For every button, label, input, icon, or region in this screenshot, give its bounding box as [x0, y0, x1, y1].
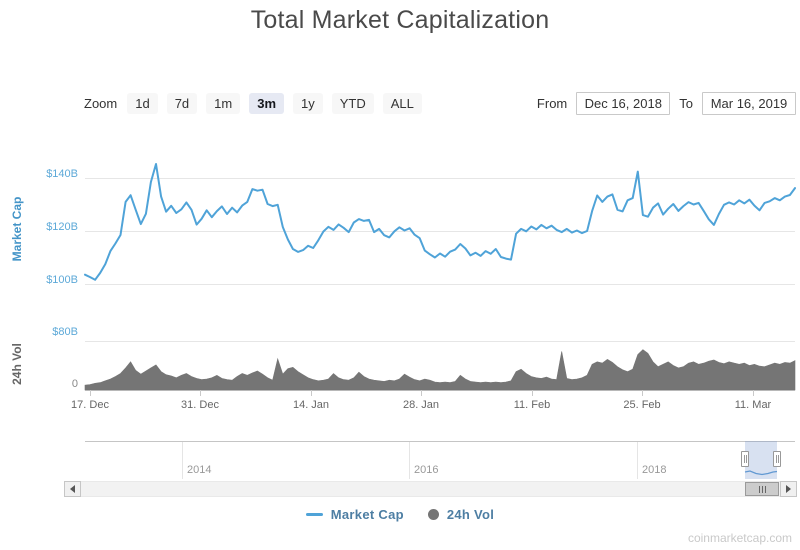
- zoom-button-1y[interactable]: 1y: [293, 93, 323, 114]
- navigator-selected-window[interactable]: [745, 441, 777, 479]
- navigator-year-2018: 2018: [642, 464, 667, 476]
- legend-label-market-cap: Market Cap: [330, 507, 404, 522]
- navigator-handle-left[interactable]: [741, 451, 749, 467]
- gridline-140b: [85, 178, 795, 179]
- y-label-80b: $80B: [52, 326, 78, 338]
- gridline-80b: [85, 341, 795, 342]
- zoom-button-1d[interactable]: 1d: [127, 93, 158, 114]
- x-tick: [90, 390, 91, 396]
- navigator-year-2014: 2014: [187, 464, 212, 476]
- navigator-gridline-2014: [182, 442, 183, 479]
- to-date-input[interactable]: [702, 92, 796, 115]
- x-label-25-feb: 25. Feb: [623, 399, 661, 411]
- zoom-button-7d[interactable]: 7d: [166, 93, 198, 114]
- page-title: Total Market Capitalization: [250, 6, 550, 34]
- legend-item-24h-vol[interactable]: 24h Vol: [427, 507, 495, 522]
- market-cap-line-series: [84, 163, 796, 281]
- x-tick: [200, 390, 201, 396]
- line-marker-icon: [305, 513, 323, 516]
- zoom-label: Zoom: [84, 96, 118, 111]
- x-tick: [421, 390, 422, 396]
- x-label-31-dec: 31. Dec: [181, 399, 219, 411]
- from-date-input[interactable]: [576, 92, 671, 115]
- scrollbar-left-button[interactable]: [64, 481, 81, 497]
- zoom-button-3m[interactable]: 3m: [249, 93, 285, 114]
- circle-marker-icon: [427, 509, 439, 520]
- navigator-gridline-2016: [409, 442, 410, 479]
- y-axis-title-market-cap: Market Cap: [10, 196, 24, 262]
- y-axis-title-24h-vol: 24h Vol: [10, 343, 24, 385]
- x-label-14-jan: 14. Jan: [292, 399, 330, 411]
- date-range-inputs: From To: [537, 92, 796, 115]
- legend: Market Cap 24h Vol: [0, 507, 800, 522]
- legend-label-24h-vol: 24h Vol: [446, 507, 495, 522]
- left-arrow-icon: [70, 485, 75, 493]
- zoom-button-1m[interactable]: 1m: [206, 93, 241, 114]
- y-label-140b: $140B: [46, 168, 78, 180]
- y-label-100b: $100B: [46, 274, 78, 286]
- x-label-28-jan: 28. Jan: [402, 399, 440, 411]
- x-tick: [642, 390, 643, 396]
- navigator-handle-right[interactable]: [773, 451, 781, 467]
- scrollbar-thumb[interactable]: [745, 482, 779, 496]
- legend-item-market-cap[interactable]: Market Cap: [305, 507, 404, 522]
- gridline-120b: [85, 231, 795, 232]
- x-label-11-feb: 11. Feb: [513, 399, 551, 411]
- navigator-gridline-2018: [637, 442, 638, 479]
- y-label-120b: $120B: [46, 221, 78, 233]
- x-tick: [532, 390, 533, 396]
- navigator-top-border: [85, 441, 795, 442]
- zoom-range-selector: Zoom 1d 7d 1m 3m 1y YTD ALL: [84, 92, 422, 115]
- zoom-button-all[interactable]: ALL: [382, 93, 422, 114]
- to-label: To: [679, 96, 693, 111]
- scrollbar-right-button[interactable]: [780, 481, 797, 497]
- volume-area-series: [84, 349, 796, 391]
- x-axis-line: [85, 390, 795, 391]
- scrollbar-track[interactable]: [64, 481, 797, 497]
- watermark: coinmarketcap.com: [687, 531, 792, 545]
- from-label: From: [536, 96, 568, 111]
- right-arrow-icon: [786, 485, 791, 493]
- x-label-17-dec: 17. Dec: [71, 399, 109, 411]
- zoom-button-ytd[interactable]: YTD: [331, 93, 374, 114]
- x-tick: [311, 390, 312, 396]
- x-label-11-mar: 11. Mar: [734, 399, 772, 411]
- navigator-year-2016: 2016: [414, 464, 439, 476]
- y-label-zero: 0: [71, 378, 78, 390]
- gridline-100b: [85, 284, 795, 285]
- x-tick: [753, 390, 754, 396]
